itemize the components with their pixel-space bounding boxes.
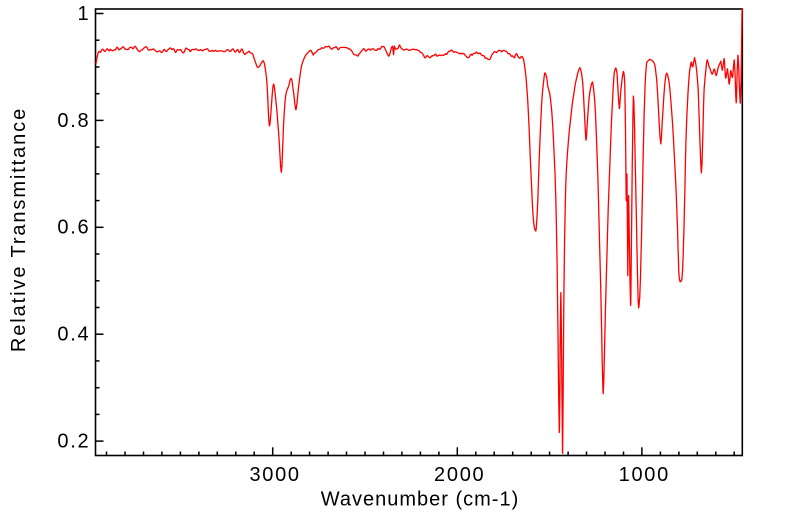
- svg-text:0.4: 0.4: [57, 324, 90, 346]
- svg-text:3000: 3000: [249, 464, 300, 486]
- svg-text:Wavenumber (cm-1): Wavenumber (cm-1): [321, 489, 520, 511]
- svg-text:2000: 2000: [434, 464, 485, 486]
- svg-text:0.8: 0.8: [57, 110, 90, 132]
- svg-text:0.2: 0.2: [57, 431, 90, 453]
- svg-text:1000: 1000: [619, 464, 670, 486]
- svg-text:Relative Transmittance: Relative Transmittance: [8, 107, 30, 352]
- svg-text:0.6: 0.6: [57, 217, 90, 239]
- svg-text:1: 1: [77, 3, 90, 25]
